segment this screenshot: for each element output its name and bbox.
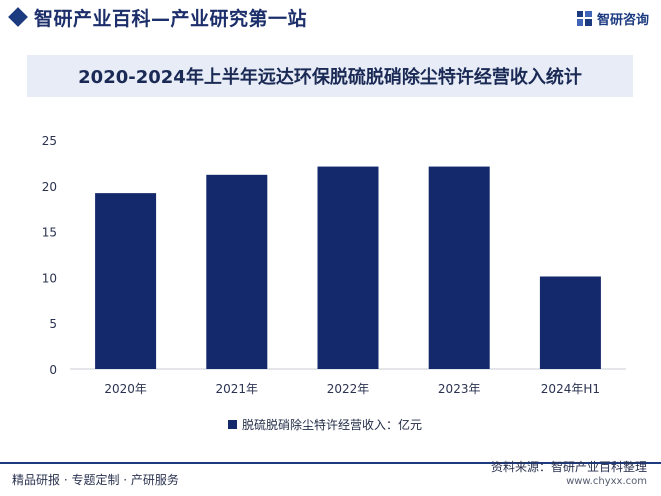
chart-title-box: 2020-2024年上半年远达环保脱硫脱硝除尘特许经营收入统计	[27, 55, 633, 97]
bar-chart: 0 5 10 15 20 25 2020年 2021年 2022年 2023年 2024年H1 脱硫脱…	[42, 134, 626, 432]
site-url[interactable]: www.chyxx.com	[566, 476, 647, 487]
bar	[539, 276, 601, 369]
chart-title: 2020-2024年上半年远达环保脱硫脱硝除尘特许经营收入统计	[78, 67, 582, 88]
footer-services: 精品研报 · 专题定制 · 产研服务	[12, 473, 179, 487]
y-tick-label: 10	[42, 271, 57, 285]
x-tick-label: 2022年	[327, 382, 370, 396]
brand[interactable]: 智研咨询	[576, 9, 649, 28]
diamond-icon	[8, 7, 28, 27]
y-tick-label: 20	[42, 180, 57, 194]
x-tick-label: 2021年	[216, 382, 259, 396]
legend-swatch	[228, 420, 237, 429]
y-tick-label: 25	[42, 134, 57, 148]
x-tick-label: 2020年	[104, 382, 147, 396]
y-tick-label: 15	[42, 226, 57, 240]
x-tick-label: 2023年	[438, 382, 481, 396]
y-tick-label: 5	[49, 317, 57, 331]
site-header-title: 智研产业百科—产业研究第一站	[34, 8, 308, 30]
y-tick-label: 0	[49, 363, 57, 377]
legend-label: 脱硫脱硝除尘特许经营收入：亿元	[242, 417, 422, 432]
top-header: 智研产业百科—产业研究第一站 智研咨询	[0, 0, 661, 40]
zhiyan-logo-icon	[576, 11, 592, 26]
bar	[206, 174, 268, 369]
bar	[317, 166, 379, 369]
brand-name: 智研咨询	[596, 13, 649, 28]
footer-divider	[0, 462, 661, 464]
bar	[428, 166, 490, 369]
data-source: 资料来源：智研产业百科整理	[490, 460, 647, 474]
x-tick-label: 2024年H1	[541, 382, 600, 396]
bar	[95, 193, 157, 369]
